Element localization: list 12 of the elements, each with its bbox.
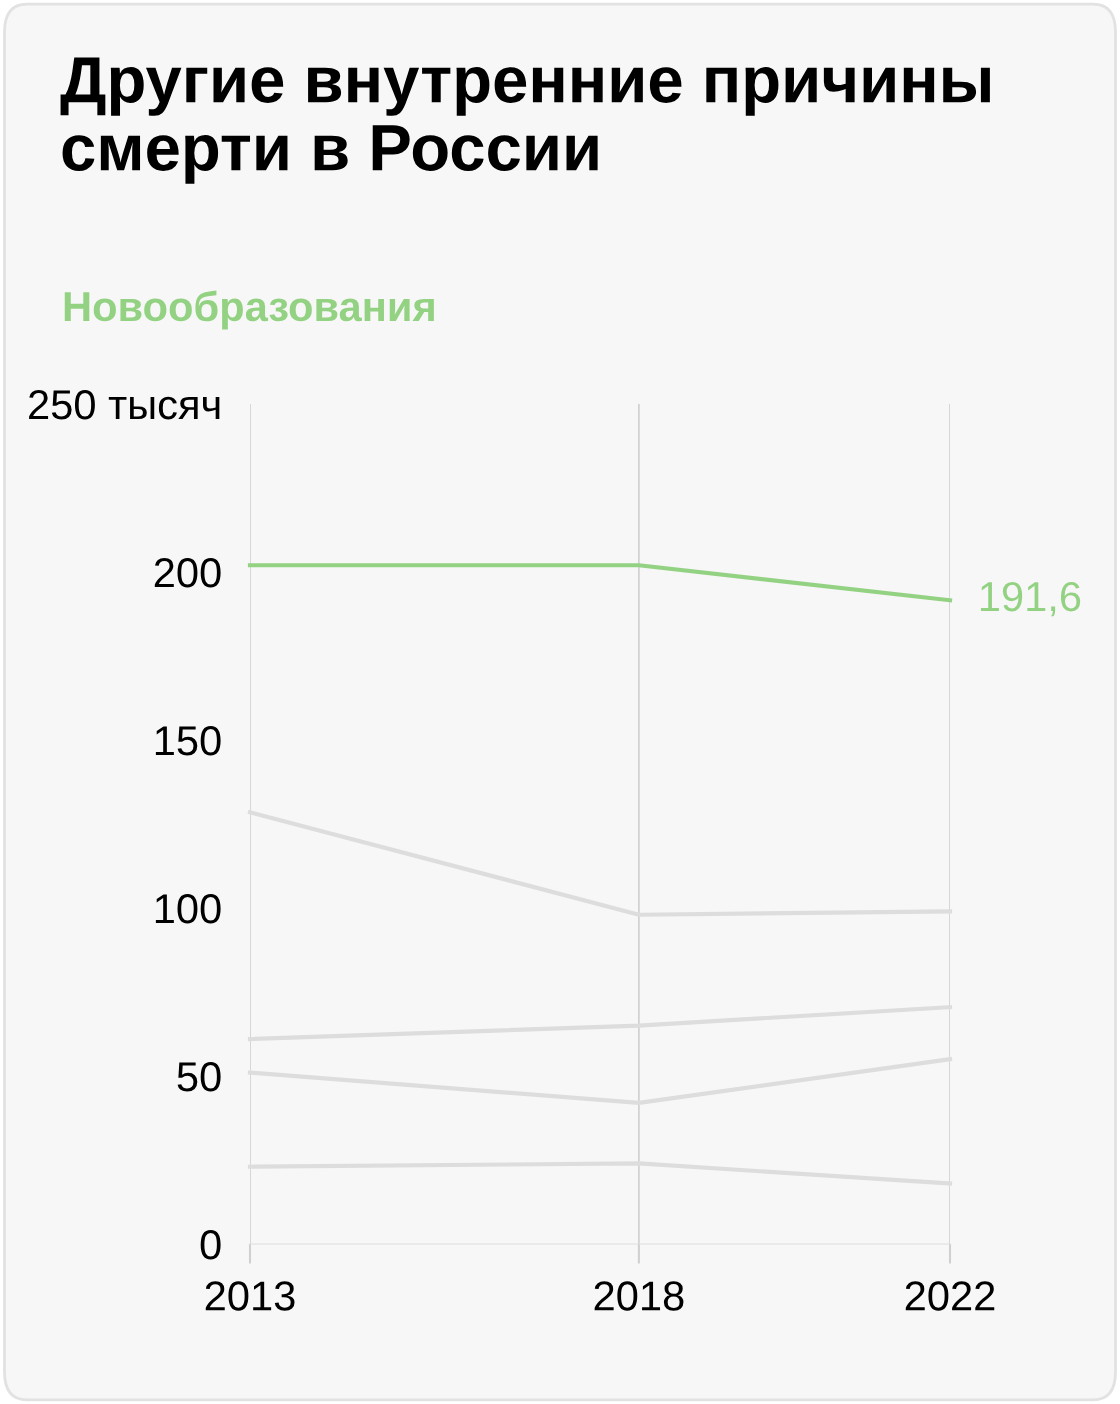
y-tick-label: 100 [155,894,221,924]
x-tick-label: 2018 [594,1281,684,1311]
text: Новообразования [64,290,434,330]
x-tick-label: 2022 [905,1281,995,1311]
x-tick-label: 2013 [205,1281,295,1311]
y-tick-label: 50 [177,1062,221,1092]
y-tick-label: 250 тысяч [29,390,220,420]
data-label: 191,6 [980,581,1081,617]
chart-title: Другие внутренние причины смерти в России [60,57,990,184]
y-tick-label: 200 [154,558,221,588]
y-tick-label: 0 [200,1230,221,1260]
y-tick-label: 150 [155,726,221,756]
